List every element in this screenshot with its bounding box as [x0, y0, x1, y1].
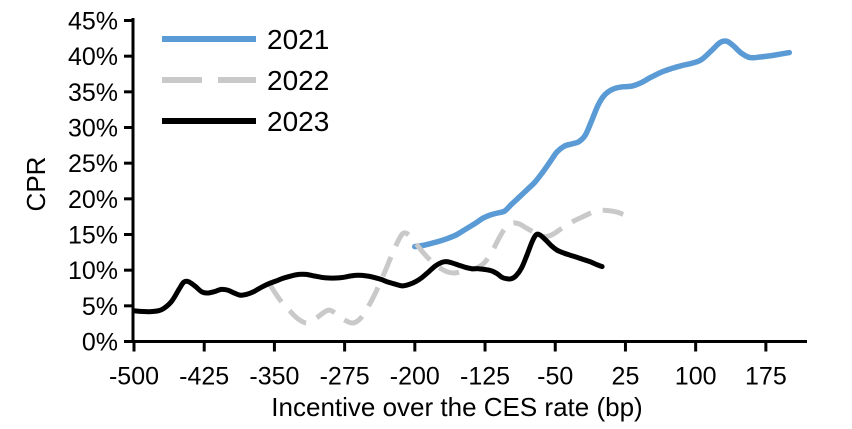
- y-tick-label: 30%: [68, 115, 118, 143]
- series-line-2023: [131, 231, 605, 315]
- axes-layer: 0% 5% 10% 15% 20% 25% 30% 35% 40% 45% -500 -425 -350…: [68, 8, 807, 391]
- y-tick-label: 5%: [82, 293, 118, 321]
- series-line-2022: [267, 207, 625, 326]
- x-tick-label: -200: [390, 363, 440, 391]
- x-tick-label: -125: [460, 363, 510, 391]
- y-tick-label: 20%: [68, 186, 118, 214]
- x-tick-label: 25: [612, 363, 640, 391]
- x-axis-title: Incentive over the CES rate (bp): [271, 392, 642, 422]
- legend: 2021 2022 2023: [162, 24, 329, 137]
- y-tick-label: 35%: [68, 79, 118, 107]
- y-tick-label: 25%: [68, 150, 118, 178]
- legend-label-2022: 2022: [267, 65, 329, 96]
- x-tick-label: 175: [745, 363, 787, 391]
- y-axis-title: CPR: [21, 157, 51, 212]
- legend-label-2021: 2021: [267, 24, 329, 55]
- x-tick-label: -350: [249, 363, 299, 391]
- x-tick-label: 100: [675, 363, 717, 391]
- x-tick-label: -500: [109, 363, 159, 391]
- y-tick-label: 45%: [68, 8, 118, 36]
- y-tick-label: 10%: [68, 257, 118, 285]
- y-tick-label: 15%: [68, 222, 118, 250]
- x-tick-label: -425: [179, 363, 229, 391]
- series-layer: [131, 38, 793, 326]
- y-tick-label: 40%: [68, 43, 118, 71]
- legend-label-2023: 2023: [267, 106, 329, 137]
- y-tick-label: 0%: [82, 329, 118, 357]
- series-line-2021: [412, 38, 793, 250]
- x-tick-label: -275: [320, 363, 370, 391]
- x-tick-label: -50: [537, 363, 573, 391]
